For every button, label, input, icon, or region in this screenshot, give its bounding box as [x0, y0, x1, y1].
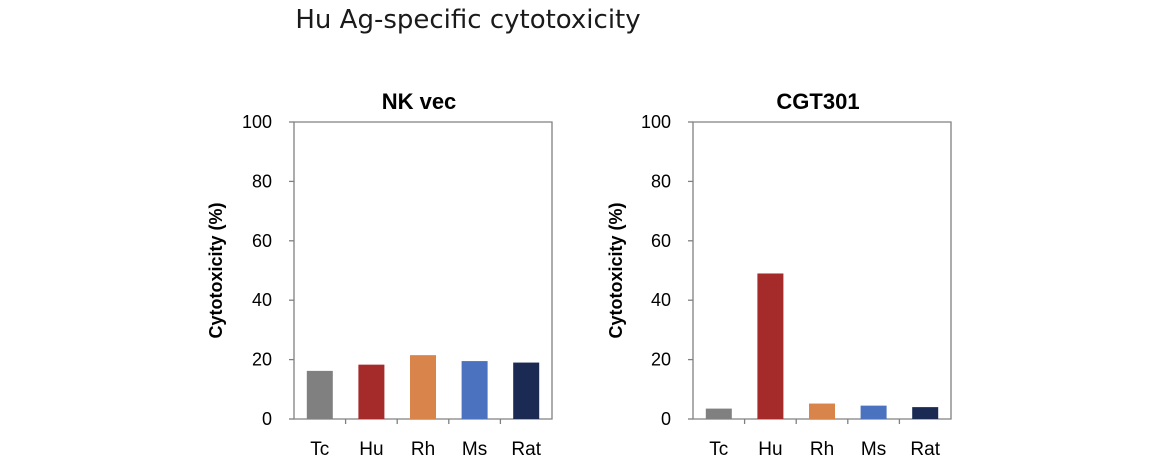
x-category-label: Tc	[709, 439, 728, 460]
x-category-label: Ms	[861, 439, 886, 460]
x-category-label: Tc	[310, 439, 329, 460]
plot-frame	[692, 121, 952, 420]
x-category-label: Rat	[910, 439, 940, 460]
y-axis-title: Cytotoxicity (%)	[606, 202, 626, 338]
y-tick-label: 60	[651, 231, 671, 251]
y-tick-label: 0	[262, 409, 272, 429]
plot-frame	[293, 121, 553, 420]
bar-tc	[306, 370, 333, 419]
x-category-label: Rh	[411, 439, 435, 460]
figure-title: Hu Ag-specific cytotoxicity	[295, 5, 640, 35]
bar-ms	[461, 361, 488, 419]
bar-rh	[410, 355, 436, 419]
bar-rh	[809, 403, 835, 419]
y-tick-label: 40	[252, 290, 272, 310]
y-axis-title: Cytotoxicity (%)	[206, 202, 226, 338]
x-category-label: Ms	[462, 439, 487, 460]
x-category-label: Rat	[511, 439, 541, 460]
y-tick-label: 0	[661, 409, 671, 429]
y-tick-label: 100	[242, 112, 272, 132]
y-tick-label: 40	[651, 290, 671, 310]
bar-hu	[757, 273, 784, 419]
chart-nk-vec: NK vec 0 20 40 60 80 100 Cytotoxicity (%) Tc Hu Rh…	[206, 89, 553, 460]
x-category-label: Rh	[810, 439, 834, 460]
x-category-label: Hu	[758, 439, 782, 460]
y-tick-label: 80	[651, 171, 671, 191]
chart-title: NK vec	[382, 89, 457, 114]
y-tick-label: 100	[641, 112, 671, 132]
chart-title: CGT301	[776, 89, 859, 114]
bar-tc	[705, 408, 732, 419]
chart-cgt301: CGT301 0 20 40 60 80 100 Cytotoxicity (%) Tc Hu Rh…	[606, 89, 952, 460]
bar-rat	[912, 407, 939, 419]
bar-hu	[358, 364, 385, 419]
bar-rat	[513, 362, 540, 419]
y-tick-label: 20	[252, 350, 272, 370]
bar-ms	[860, 405, 887, 419]
y-tick-label: 60	[252, 231, 272, 251]
y-tick-label: 80	[252, 171, 272, 191]
x-category-label: Hu	[359, 439, 383, 460]
y-tick-label: 20	[651, 350, 671, 370]
